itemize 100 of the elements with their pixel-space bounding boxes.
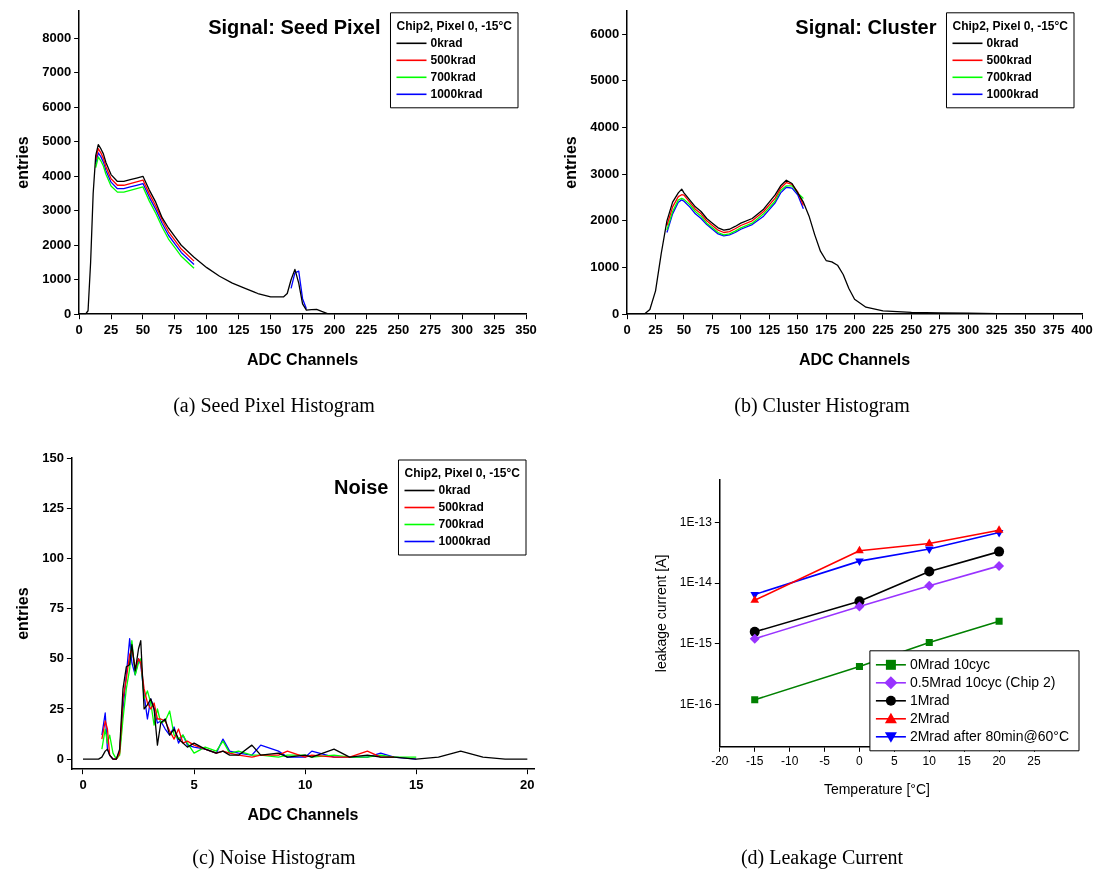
y-tick-label: 5000: [42, 133, 72, 149]
x-tick-label: 25: [103, 321, 119, 337]
x-tick-label: 10: [297, 776, 313, 792]
legend-title: Chip2, Pixel 0, -15°C: [952, 18, 1069, 33]
y-tick-label: 75: [49, 600, 64, 616]
y-tick-label: 2000: [590, 212, 620, 228]
legend-label: 1000krad: [438, 533, 491, 548]
x-tick-label: 150: [259, 321, 282, 337]
text: (b) Cluster Histogram: [733, 393, 911, 419]
legend-label: 700krad: [438, 516, 484, 531]
legend-label: 500krad: [438, 499, 484, 514]
legend-label: 0krad: [986, 35, 1019, 50]
y-tick-label: 3000: [42, 202, 72, 218]
x-tick-label: -20: [711, 754, 729, 769]
y-axis-title: entries: [562, 136, 580, 189]
x-tick-label: 200: [843, 321, 866, 337]
y-tick-label: 4000: [590, 119, 620, 135]
legend-title: Chip2, Pixel 0, -15°C: [396, 18, 513, 33]
x-tick-label: -5: [819, 754, 831, 769]
x-tick-label: 350: [1014, 321, 1036, 337]
x-tick-label: -10: [780, 754, 799, 769]
y-tick-label: 50: [49, 650, 64, 666]
y-tick-label: 6000: [590, 25, 620, 41]
x-tick-label: 250: [387, 321, 410, 337]
legend-label: 0krad: [430, 35, 463, 50]
x-tick-label: 225: [872, 321, 894, 337]
x-tick-label: 0: [75, 321, 83, 337]
text: (a) Seed Pixel Histogram: [172, 393, 376, 419]
x-tick-label: 0: [623, 321, 631, 337]
x-tick-label: 275: [929, 321, 951, 337]
x-tick-label: 250: [900, 321, 923, 337]
y-axis-title: leakage current [A]: [653, 554, 670, 673]
y-tick-label: 1000: [42, 271, 72, 287]
x-tick-label: 100: [729, 321, 752, 337]
y-tick-label: 2000: [42, 236, 72, 252]
text: (d) Leakage Current: [739, 845, 905, 871]
x-tick-label: 225: [355, 321, 378, 337]
chart-title: Signal: Cluster: [795, 16, 937, 39]
x-tick-label: 50: [135, 321, 151, 337]
legend-label: 0.5Mrad 10cyc (Chip 2): [909, 673, 1056, 690]
x-tick-label: 300: [957, 321, 980, 337]
y-tick-label: 100: [42, 549, 64, 565]
y-tick-label: 7000: [42, 64, 72, 80]
text: (c) Noise Histogram: [191, 845, 357, 871]
legend-label: 1000krad: [986, 86, 1039, 101]
y-tick-label: 150: [42, 449, 64, 465]
x-axis-title: ADC Channels: [799, 350, 911, 368]
y-tick-label: 1E-15: [679, 636, 713, 651]
x-tick-label: 0: [856, 754, 864, 769]
x-tick-label: 200: [323, 321, 346, 337]
x-tick-label: 375: [1042, 321, 1065, 337]
x-tick-label: 25: [1027, 754, 1041, 769]
x-tick-label: 400: [1071, 321, 1093, 337]
legend-label: 2Mrad: [909, 709, 950, 726]
x-tick-label: 175: [815, 321, 837, 337]
y-tick-label: 4000: [42, 167, 72, 183]
x-axis-title: Temperature [°C]: [823, 781, 930, 798]
x-tick-label: 125: [227, 321, 250, 337]
x-tick-label: 125: [758, 321, 781, 337]
x-tick-label: 325: [483, 321, 505, 337]
x-axis-title: ADC Channels: [247, 350, 359, 368]
y-tick-label: 5000: [590, 72, 620, 88]
x-tick-label: 5: [190, 776, 198, 792]
legend-label: 0Mrad 10cyc: [909, 655, 991, 672]
x-tick-label: 0: [79, 776, 87, 792]
x-tick-label: 350: [515, 321, 537, 337]
legend-label: 500krad: [986, 52, 1032, 67]
y-tick-label: 1E-14: [679, 575, 713, 590]
y-tick-label: 1000: [590, 259, 620, 275]
x-tick-label: 20: [992, 754, 1007, 769]
x-axis-title: ADC Channels: [247, 805, 359, 823]
x-tick-label: 15: [409, 776, 424, 792]
x-tick-label: 10: [922, 754, 937, 769]
legend-label: 2Mrad after 80min@60°C: [909, 727, 1070, 744]
y-tick-label: 8000: [42, 29, 72, 45]
legend-label: 700krad: [430, 69, 476, 84]
x-tick-label: 150: [786, 321, 809, 337]
x-tick-label: -15: [746, 754, 764, 769]
y-tick-label: 25: [49, 700, 64, 716]
x-tick-label: 5: [891, 754, 899, 769]
x-tick-label: 175: [291, 321, 314, 337]
legend-label: 0krad: [438, 482, 471, 497]
y-tick-label: 0: [611, 305, 620, 321]
y-tick-label: 0: [63, 305, 72, 321]
x-tick-label: 75: [167, 321, 183, 337]
x-tick-label: 100: [195, 321, 218, 337]
legend-label: 1Mrad: [909, 691, 950, 708]
y-axis-title: entries: [14, 136, 32, 189]
legend-label: 500krad: [430, 52, 476, 67]
x-tick-label: 325: [985, 321, 1008, 337]
chart-title: Signal: Seed Pixel: [208, 16, 381, 39]
x-tick-label: 20: [520, 776, 535, 792]
x-tick-label: 15: [957, 754, 972, 769]
legend-title: Chip2, Pixel 0, -15°C: [404, 465, 521, 480]
legend-label: 1000krad: [430, 86, 483, 101]
y-tick-label: 6000: [42, 98, 72, 114]
legend-label: 700krad: [986, 69, 1032, 84]
y-axis-title: entries: [14, 587, 32, 640]
y-tick-label: 125: [42, 499, 64, 515]
x-tick-label: 25: [648, 321, 663, 337]
